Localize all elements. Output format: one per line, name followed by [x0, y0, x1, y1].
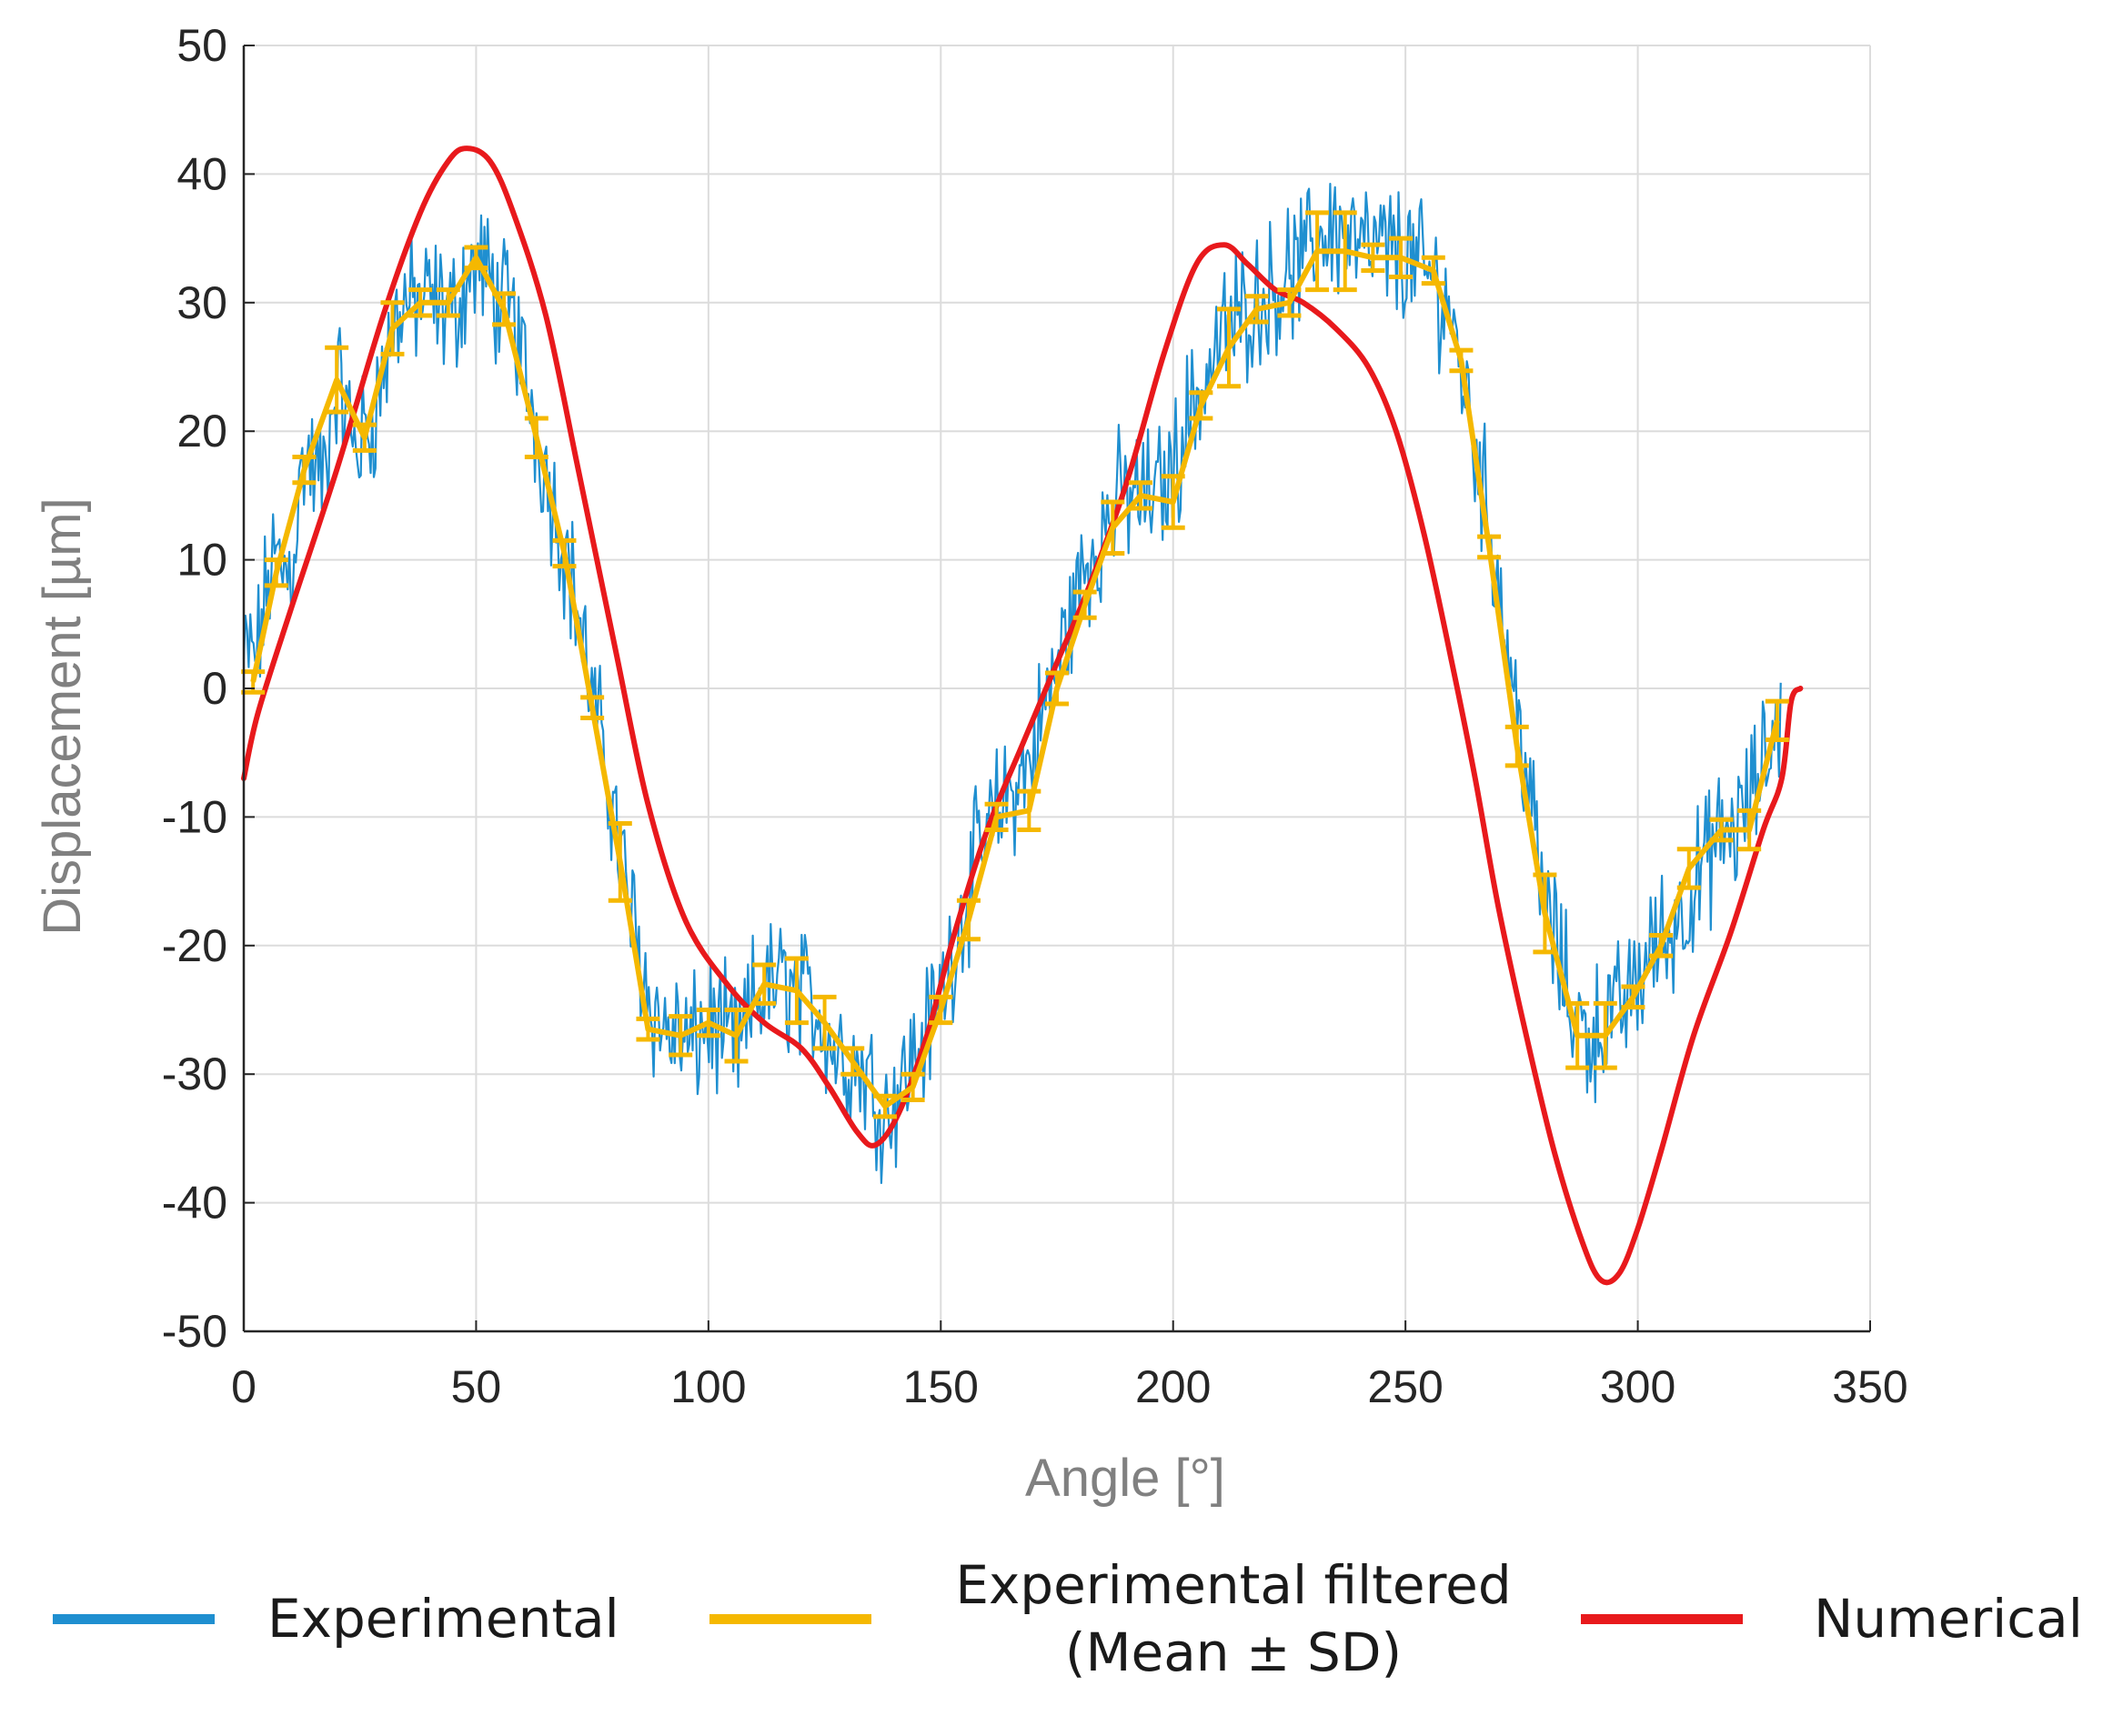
x-tick-label: 350 [1832, 1361, 1907, 1412]
errorbar [1765, 698, 1789, 743]
errorbar [552, 537, 577, 569]
x-tick-label: 250 [1367, 1361, 1443, 1412]
x-tick-label: 100 [670, 1361, 746, 1412]
x-tick-label: 200 [1135, 1361, 1211, 1412]
errorbar [1676, 847, 1701, 890]
legend-swatch-numerical [1581, 1613, 1743, 1624]
errorbar [1101, 499, 1125, 557]
errorbar [784, 956, 809, 1026]
errorbar [1128, 480, 1152, 511]
errorbar [840, 1046, 865, 1077]
errorbar [752, 962, 777, 1006]
errorbar [1017, 788, 1041, 833]
errorbar [1189, 390, 1213, 421]
errorbar [1709, 817, 1734, 843]
errorbar [1333, 210, 1357, 293]
legend-item-experimental: Experimental [53, 1537, 619, 1701]
legend-label-experimental: Experimental [267, 1588, 619, 1650]
errorbar [1504, 724, 1529, 768]
errorbar [929, 994, 953, 1026]
errorbar [264, 557, 288, 588]
y-axis-label: Displacement [µm] [33, 497, 92, 935]
legend-label-numerical: Numerical [1814, 1588, 2083, 1650]
errorbar [1649, 932, 1674, 958]
y-tick-label: -20 [162, 920, 227, 971]
errorbar [580, 695, 605, 721]
legend-label-filtered-line: Experimental filtered [955, 1554, 1512, 1616]
y-tick-label: -40 [162, 1178, 227, 1229]
errorbar [1161, 474, 1185, 530]
y-tick-label: 20 [176, 406, 227, 457]
errorbar [696, 1008, 720, 1039]
y-tick-label: 50 [176, 20, 227, 71]
errorbar [352, 422, 377, 453]
errorbar [669, 1014, 693, 1058]
errorbar [872, 1093, 897, 1119]
errorbar [1593, 1000, 1617, 1070]
x-tick-label: 300 [1600, 1361, 1675, 1412]
errorbar [812, 994, 837, 1051]
x-tick-label: 0 [231, 1361, 257, 1412]
errorbar [1072, 589, 1097, 620]
y-tick-label: 40 [176, 148, 227, 199]
x-tick-label: 150 [903, 1361, 979, 1412]
errorbar [436, 287, 460, 318]
errorbar [1565, 1000, 1590, 1070]
series-numerical-line [241, 146, 1804, 1286]
legend-item-filtered: Experimental filtered (Mean ± SD) [709, 1537, 1524, 1701]
errorbar [636, 1016, 660, 1042]
errorbar [325, 345, 349, 415]
errorbar [1277, 287, 1302, 318]
errorbar [380, 300, 405, 356]
series-filtered-line [250, 248, 1780, 1109]
errorbar [1477, 534, 1502, 560]
errorbar [1621, 984, 1645, 1010]
legend-label-filtered-line: (Mean ± SD) [1064, 1621, 1403, 1683]
x-tick-label: 50 [451, 1361, 502, 1412]
errorbar [1449, 347, 1474, 374]
y-tick-label: -10 [162, 791, 227, 842]
errorbar [408, 287, 433, 318]
legend-label-filtered: Experimental filtered (Mean ± SD) [942, 1551, 1524, 1686]
errorbar [1389, 236, 1414, 280]
y-tick-label: 30 [176, 277, 227, 328]
errorbar [901, 1071, 925, 1102]
y-tick-label: 0 [202, 663, 227, 714]
errorbar [724, 1008, 749, 1064]
errorbar [292, 454, 317, 486]
errorbar [464, 245, 488, 271]
errorbar [1045, 670, 1069, 707]
legend: Experimental Experimental filtered (Mean … [0, 1537, 2123, 1719]
y-tick-label: -50 [162, 1306, 227, 1357]
x-axis-label: Angle [°] [1025, 1449, 1225, 1508]
errorbar [1421, 255, 1445, 286]
errorbar [1305, 210, 1330, 293]
errorbar [956, 898, 981, 942]
series-group [241, 146, 1804, 1286]
axes [242, 45, 1871, 1333]
errorbar [984, 801, 1009, 833]
legend-swatch-filtered [709, 1613, 871, 1624]
legend-item-numerical: Numerical [1581, 1537, 2083, 1701]
errorbar [608, 820, 632, 903]
legend-swatch-experimental [53, 1613, 215, 1624]
errorbar [1217, 306, 1242, 389]
errorbar [524, 416, 548, 459]
errorbar [492, 291, 517, 327]
errorbar [1533, 872, 1557, 955]
errorbar [1244, 294, 1269, 325]
y-tick-label: 10 [176, 535, 227, 586]
errorbar [1361, 242, 1385, 273]
tick-labels: 0 50 100 150 200 250 300 350 -50 -40 -30 -20 -10 0 10 2… [162, 20, 1908, 1412]
y-tick-label: -30 [162, 1049, 227, 1099]
errorbar [1737, 808, 1762, 852]
